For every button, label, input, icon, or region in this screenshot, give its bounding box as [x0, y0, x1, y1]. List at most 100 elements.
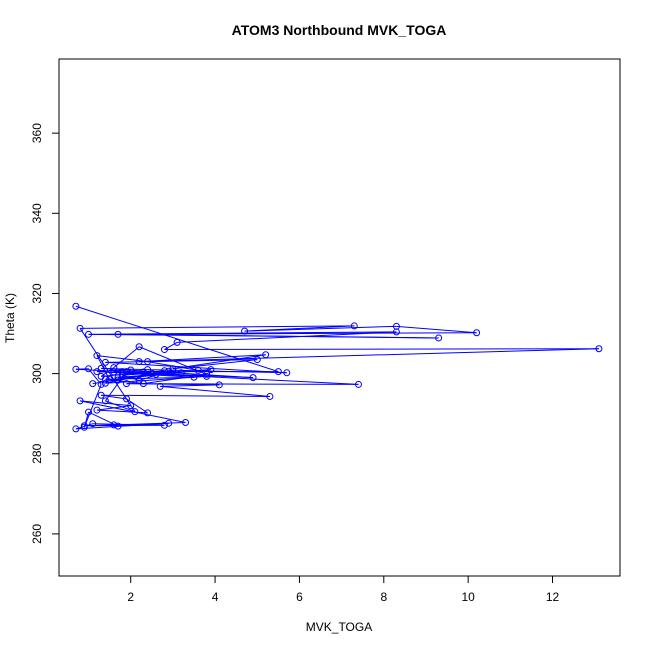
series-segment	[101, 394, 270, 397]
data-point	[160, 421, 168, 429]
data-point	[165, 419, 173, 427]
x-tick-label: 2	[127, 590, 134, 604]
series-segment	[96, 355, 148, 363]
data-point	[114, 330, 122, 338]
data-point	[139, 368, 147, 376]
x-axis: 2 4 6 8 10 12	[127, 576, 560, 604]
series-segment	[164, 341, 178, 350]
data-point	[207, 366, 215, 374]
data-point	[274, 368, 282, 376]
series-segment	[244, 325, 397, 332]
x-tick-label: 10	[461, 590, 475, 604]
data-point	[177, 369, 185, 377]
data-point	[72, 365, 80, 373]
x-tick-label: 4	[212, 590, 219, 604]
series-segment	[143, 373, 207, 385]
data-point	[283, 369, 291, 377]
data-point	[135, 358, 143, 366]
data-point	[101, 358, 109, 366]
data-point	[97, 380, 105, 388]
series-segment	[113, 346, 140, 368]
series-segment	[160, 385, 270, 397]
series-segment	[105, 400, 136, 413]
series-segment	[126, 398, 148, 414]
series-segment	[139, 348, 599, 363]
data-point	[93, 352, 101, 360]
data-point	[266, 392, 274, 400]
data-point	[473, 329, 481, 337]
data-point	[203, 370, 211, 378]
data-point	[93, 368, 101, 376]
data-point	[169, 367, 177, 375]
data-point	[249, 374, 257, 382]
data-point	[173, 338, 181, 346]
data-point	[595, 345, 603, 353]
data-point	[215, 381, 223, 389]
data-point	[350, 322, 358, 330]
data-point	[127, 366, 135, 374]
data-point	[148, 369, 156, 377]
data-point	[122, 395, 130, 403]
data-point	[139, 380, 147, 388]
data-point	[203, 372, 211, 380]
series-segment	[80, 400, 131, 407]
data-point	[135, 343, 143, 351]
data-point	[114, 422, 122, 430]
data-point	[144, 409, 152, 417]
data-point	[101, 375, 109, 383]
series-segment	[79, 400, 186, 423]
y-tick-label: 320	[30, 283, 44, 303]
data-point	[182, 419, 190, 427]
data-point	[152, 370, 160, 378]
data-point	[85, 408, 93, 416]
data-point	[194, 366, 202, 374]
data-point	[114, 374, 122, 382]
data-point	[241, 327, 249, 335]
data-point	[110, 368, 118, 376]
data-point	[118, 368, 126, 376]
data-point	[144, 358, 152, 366]
data-point	[190, 373, 198, 381]
data-point	[97, 391, 105, 399]
series-segment	[147, 369, 287, 374]
x-tick-label: 12	[546, 590, 560, 604]
y-axis-label: Theta (K)	[3, 293, 17, 343]
series-segment	[96, 409, 148, 414]
series-segment	[396, 325, 477, 334]
series-segment	[160, 384, 220, 387]
series-segment	[92, 370, 173, 385]
series-layer	[72, 302, 603, 433]
series-segment	[105, 359, 258, 363]
series-segment	[79, 328, 136, 412]
series-segment	[164, 348, 599, 351]
series-segment	[88, 333, 439, 339]
data-point	[262, 351, 270, 359]
data-point	[110, 421, 118, 429]
data-point	[122, 380, 130, 388]
x-tick-label: 6	[296, 590, 303, 604]
data-point	[106, 376, 114, 384]
data-point	[89, 420, 97, 428]
data-point	[354, 380, 362, 388]
series-segment	[105, 361, 287, 374]
data-point	[122, 368, 130, 376]
x-tick-label: 8	[380, 590, 387, 604]
plot-frame	[58, 58, 621, 577]
data-point	[101, 397, 109, 405]
series-segment	[101, 394, 127, 400]
data-point	[76, 324, 84, 332]
data-point	[76, 397, 84, 405]
series-segment	[92, 423, 165, 426]
data-point	[80, 423, 88, 431]
data-point	[392, 328, 400, 336]
y-tick-label: 360	[30, 123, 44, 143]
series-segment	[88, 411, 119, 427]
data-point	[127, 402, 135, 410]
data-point	[435, 334, 443, 342]
data-point	[93, 406, 101, 414]
y-tick-label: 300	[30, 363, 44, 383]
y-tick-label: 340	[30, 203, 44, 223]
data-point	[253, 356, 261, 364]
series-segment	[83, 384, 102, 428]
